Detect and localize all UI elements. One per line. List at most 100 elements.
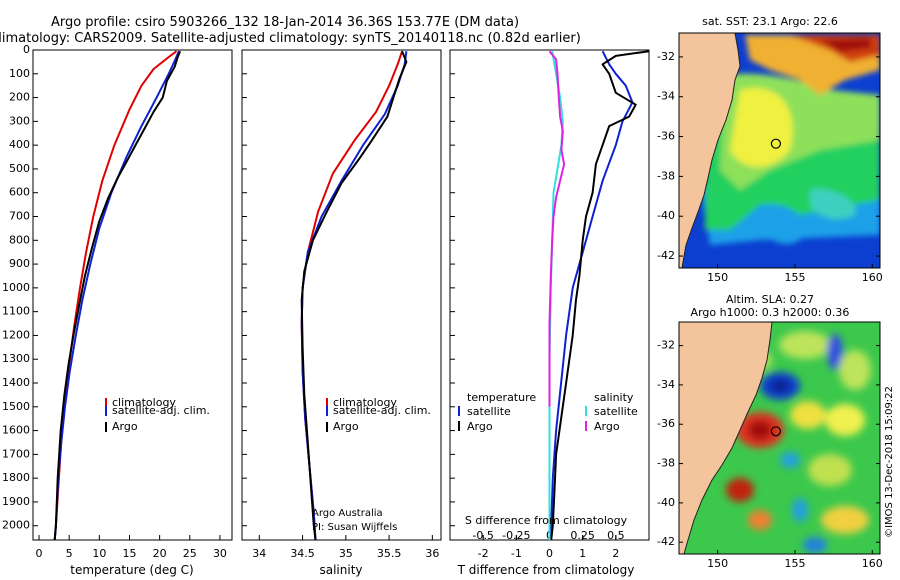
lat-tick-label: -42 <box>657 249 675 262</box>
x-tick-label: 20 <box>153 547 167 560</box>
lat-tick-label: -40 <box>657 496 675 509</box>
temperature-depth-ticks: 0 100 200 300 400 500 600 700 800 900 1000 1100 1200… <box>2 43 38 532</box>
legend-t-argo-label: Argo <box>467 420 493 433</box>
salinity-plot-frame <box>241 49 442 541</box>
temperature-legend: climatology satellite-adj. clim. Argo <box>105 396 210 433</box>
temperature-x-label: temperature (deg C) <box>70 563 193 577</box>
depth-tick-label: 1400 <box>2 376 30 389</box>
series-line-climatology <box>53 50 178 540</box>
s-tick-label: 0.5 <box>607 529 625 542</box>
series-line-argo <box>300 50 408 540</box>
x-tick-label: 34 <box>252 547 266 560</box>
x-tick-label: 10 <box>92 547 106 560</box>
s-tick-label: -0.25 <box>502 529 530 542</box>
depth-tick-label: 1000 <box>2 281 30 294</box>
depth-tick-label: 300 <box>9 114 30 127</box>
lat-tick-label: -36 <box>657 130 675 143</box>
lat-tick-label: -32 <box>657 50 675 63</box>
legend-s-satellite-label: satellite <box>594 405 638 418</box>
sla-field <box>726 331 871 553</box>
series-line-salinity-argo <box>548 50 566 407</box>
legend-argo-label: Argo <box>333 420 359 433</box>
series-line-climatology <box>300 50 404 540</box>
salinity-depth-ticks <box>242 49 247 527</box>
figure-title-line1: Argo profile: csiro 5903266_132 18-Jan-2… <box>51 15 519 30</box>
temperature-x-ticks: 0 5 10 15 20 25 30 <box>36 535 227 560</box>
salinity-panel: 34 34.5 35 35.5 36 climatology satellite-adj… <box>241 49 442 577</box>
lat-tick-label: -34 <box>657 90 675 103</box>
depth-tick-label: 600 <box>9 186 30 199</box>
x-tick-label: 5 <box>66 547 73 560</box>
series-line-argo <box>53 50 182 540</box>
lat-tick-label: -38 <box>657 169 675 182</box>
lon-tick-label: 160 <box>862 271 883 284</box>
difference-lines <box>548 50 649 540</box>
lat-tick-label: -40 <box>657 209 675 222</box>
salinity-x-ticks: 34 34.5 35 35.5 36 <box>252 535 439 560</box>
lon-tick-label: 150 <box>707 271 728 284</box>
x-tick-label: 30 <box>213 547 227 560</box>
sst-map-ticks: -32 -34 -36 -38 -40 -42 150 155 160 <box>657 50 883 284</box>
lat-tick-label: -38 <box>657 457 675 470</box>
temperature-panel: 0100200300400500600700800900100011001200… <box>2 43 233 577</box>
temperature-lines <box>53 50 182 540</box>
legend-climatology-label: climatology <box>112 396 176 409</box>
legend-t-satellite-label: satellite <box>467 405 511 418</box>
t-difference-x-label: T difference from climatology <box>457 563 635 577</box>
sst-map: sat. SST: 23.1 Argo: 22.6 -32 -34 -36 -38 -4… <box>657 15 883 284</box>
s-difference-axis-label: S difference from climatology <box>465 514 628 527</box>
x-tick-label: 35.5 <box>377 547 402 560</box>
lat-tick-label: -32 <box>657 339 675 352</box>
x-tick-label: 34.5 <box>290 547 315 560</box>
series-line-salinity-satellite <box>548 51 564 540</box>
temperature-plot-frame <box>32 49 233 541</box>
depth-tick-label: 0 <box>23 43 30 56</box>
sst-profile-marker <box>770 138 782 149</box>
depth-tick-label: 900 <box>9 257 30 270</box>
series-line-satellite-adj-clim- <box>53 50 180 540</box>
salinity-annotation-pi: PI: Susan Wijffels <box>312 522 397 533</box>
x-tick-label: -2 <box>478 547 489 560</box>
depth-tick-label: 2000 <box>2 519 30 532</box>
x-tick-label: 15 <box>122 547 136 560</box>
sst-land <box>679 33 741 268</box>
depth-tick-label: 700 <box>9 210 30 223</box>
sst-map-frame <box>678 32 881 269</box>
depth-tick-label: 1800 <box>2 471 30 484</box>
sla-land <box>679 322 773 554</box>
depth-tick-label: 1500 <box>2 400 30 413</box>
sla-map: Altim. SLA: 0.27 Argo h1000: 0.3 h2000: … <box>657 293 883 570</box>
legend-temperature-title: temperature <box>467 391 536 404</box>
depth-tick-label: 1100 <box>2 305 30 318</box>
legend-satellite-label: satellite-adj. clim. <box>333 404 431 417</box>
s-tick-label: 0.25 <box>570 529 595 542</box>
lon-tick-label: 160 <box>862 557 883 570</box>
x-tick-label: 25 <box>183 547 197 560</box>
x-tick-label: 35 <box>339 547 353 560</box>
difference-legend: temperature satellite Argo salinity sate… <box>458 391 638 433</box>
salinity-legend: climatology satellite-adj. clim. Argo <box>326 396 431 433</box>
depth-tick-label: 1300 <box>2 352 30 365</box>
sla-map-subtitle: Argo h1000: 0.3 h2000: 0.36 <box>691 306 850 319</box>
imos-timestamp: ©IMOS 13-Dec-2018 15:09:22 <box>884 386 895 538</box>
depth-tick-label: 500 <box>9 162 30 175</box>
lat-tick-label: -42 <box>657 535 675 548</box>
depth-tick-label: 400 <box>9 138 30 151</box>
salinity-x-label: salinity <box>319 563 362 577</box>
depth-tick-label: 1200 <box>2 328 30 341</box>
depth-tick-label: 1900 <box>2 495 30 508</box>
legend-s-argo-label: Argo <box>594 420 620 433</box>
series-line-argo <box>550 50 649 540</box>
sla-map-title: Altim. SLA: 0.27 <box>726 293 814 306</box>
x-tick-label: 2 <box>612 547 619 560</box>
sla-map-ticks: -32 -34 -36 -38 -40 -42 150 155 160 <box>657 339 883 570</box>
lat-tick-label: -34 <box>657 378 675 391</box>
depth-tick-label: 800 <box>9 233 30 246</box>
depth-tick-label: 1600 <box>2 424 30 437</box>
lon-tick-label: 150 <box>707 557 728 570</box>
difference-panel: -2 -1 0 1 2 -0.5 -0.25 0 0.25 0.5 temperature sa… <box>449 49 650 577</box>
sla-map-frame <box>678 321 881 555</box>
x-tick-label: 36 <box>425 547 439 560</box>
series-line-satellite-adj-clim- <box>300 51 408 540</box>
